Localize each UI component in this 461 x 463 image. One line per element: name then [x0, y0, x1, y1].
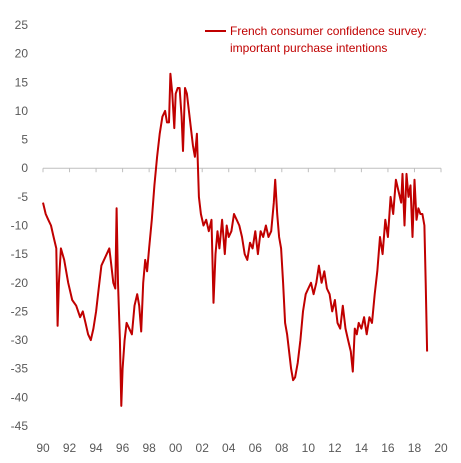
x-tick-label: 02	[196, 441, 210, 455]
y-tick-label: -30	[11, 333, 29, 347]
y-tick-label: -15	[11, 247, 29, 261]
y-tick-label: -10	[11, 219, 29, 233]
y-tick-label: 10	[15, 104, 29, 118]
x-tick-label: 08	[275, 441, 289, 455]
y-tick-label: -20	[11, 276, 29, 290]
legend-label-line-1: French consumer confidence survey:	[230, 24, 427, 38]
x-tick-label: 20	[434, 441, 448, 455]
x-tick-label: 16	[381, 441, 395, 455]
y-tick-label: 25	[15, 18, 29, 32]
x-tick-label: 94	[89, 441, 103, 455]
x-tick-label: 98	[142, 441, 156, 455]
x-tick-label: 92	[63, 441, 77, 455]
y-tick-label: 15	[15, 75, 29, 89]
legend: French consumer confidence survey: impor…	[205, 24, 427, 55]
x-tick-label: 04	[222, 441, 236, 455]
series-line-purchase-intentions	[42, 72, 429, 407]
y-tick-label: 5	[21, 133, 28, 147]
x-tick-label: 90	[36, 441, 50, 455]
x-tick-label: 96	[116, 441, 130, 455]
y-tick-label: -5	[17, 190, 28, 204]
x-tick-label: 00	[169, 441, 183, 455]
y-tick-label: -25	[11, 304, 29, 318]
y-tick-label: -45	[11, 419, 29, 433]
x-tick-label: 12	[328, 441, 342, 455]
x-tick-label: 18	[408, 441, 422, 455]
legend-label-line-2: important purchase intentions	[230, 41, 387, 55]
y-tick-label: 20	[15, 47, 29, 61]
x-tick-label: 10	[302, 441, 316, 455]
x-tick-label: 14	[355, 441, 369, 455]
x-axis-tick-labels: 90 92 94 96 98 00 02 04 06 08 10 12 14 16 18 20	[36, 168, 448, 455]
y-tick-label: -40	[11, 390, 29, 404]
x-tick-label: 06	[249, 441, 263, 455]
y-tick-label: 0	[21, 161, 28, 175]
y-axis-tick-labels: 25 20 15 10 5 0 -5 -10 -15 -20 -25 -30 -35 -40 -45	[11, 18, 29, 433]
y-tick-label: -35	[11, 362, 29, 376]
